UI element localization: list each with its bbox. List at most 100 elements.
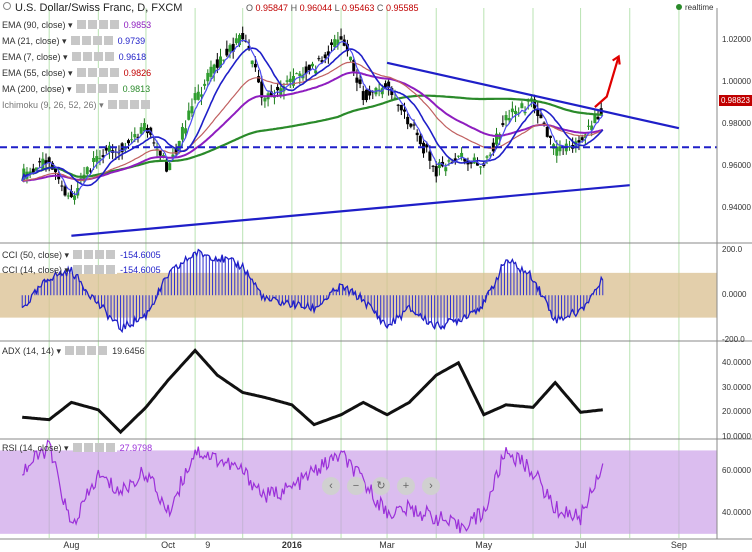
candle-body [548, 135, 552, 138]
ohlc-readout: O 0.95847 H 0.96044 L 0.95463 C 0.95585 [246, 3, 418, 13]
candle-body [399, 104, 403, 111]
cci-pane[interactable] [21, 248, 604, 334]
candle-body [38, 161, 42, 163]
legend-tools-icon[interactable] [76, 68, 121, 77]
candle-body [136, 136, 140, 138]
breakout-arrow [594, 56, 620, 108]
cci-axis-tick: 0.0000 [722, 290, 747, 300]
candle-body [282, 86, 286, 92]
legend-rsi[interactable]: RSI (14, close) ▾ 27.9798 [2, 443, 153, 453]
legend-ema90-value: 0.9853 [123, 20, 152, 30]
last-price-box: 0.98823 [719, 95, 752, 106]
candle-body [590, 125, 594, 131]
candle-body [368, 89, 372, 96]
legend-cci50[interactable]: CCI (50, close) ▾ -154.6005 [2, 250, 161, 260]
candle-body [383, 83, 387, 89]
price-axis-tick: 0.96000 [722, 161, 751, 171]
legend-tools-icon[interactable] [75, 84, 120, 93]
candle-body [409, 123, 413, 127]
candle-body [250, 60, 254, 65]
candle-body [285, 80, 289, 82]
candle-body [31, 168, 35, 174]
chevron-left-icon[interactable]: ‹ [322, 477, 340, 495]
candle-body [126, 140, 130, 144]
candle-body [393, 97, 397, 99]
candle-body [98, 157, 102, 159]
adx-axis-tick: 20.0000 [722, 407, 751, 417]
x-tick-label: Sep [670, 540, 687, 550]
candle-body [298, 73, 302, 77]
candle-body [107, 145, 111, 153]
price-axis-tick: 0.94000 [722, 203, 751, 213]
realtime-label: realtime [685, 3, 714, 12]
candle-body [314, 70, 318, 74]
legend-ma21[interactable]: MA (21, close) ▾ 0.9739 [2, 36, 146, 46]
adx-pane[interactable] [22, 348, 603, 435]
legend-ma21-value: 0.9739 [117, 36, 146, 46]
cci-axis-tick: 200.0 [722, 245, 743, 255]
candle-body [523, 111, 527, 114]
candle-body [206, 72, 210, 82]
ohlc-low-key: L [334, 3, 340, 13]
legend-adx[interactable]: ADX (14, 14) ▾ 19.6456 [2, 346, 145, 356]
legend-tools-icon[interactable] [65, 346, 110, 355]
refresh-icon[interactable]: ↻ [372, 477, 390, 495]
candle-body [418, 135, 422, 145]
minus-icon[interactable]: − [347, 477, 365, 495]
candle-body [317, 58, 321, 60]
legend-tools-icon[interactable] [107, 100, 152, 109]
legend-ma200[interactable]: MA (200, close) ▾ 0.9813 [2, 84, 151, 94]
legend-tools-icon[interactable] [76, 20, 121, 29]
legend-tools-icon[interactable] [73, 250, 118, 259]
candle-body [542, 122, 546, 125]
price-pane[interactable] [0, 26, 717, 237]
candle-body [501, 123, 505, 126]
rsi-pane[interactable] [22, 439, 604, 534]
price-axis-tick: 1.00000 [722, 76, 751, 86]
candle-body [168, 163, 172, 171]
candle-body [66, 195, 70, 197]
candle-body [133, 134, 137, 138]
candle-body [355, 77, 359, 83]
candle-body [238, 34, 242, 46]
legend-ichimoku[interactable]: Ichimoku (9, 26, 52, 26) ▾ [2, 99, 152, 111]
support-trendline [71, 184, 630, 237]
candle-body [345, 43, 349, 52]
ohlc-open: 0.95847 [255, 3, 289, 13]
candle-body [387, 81, 391, 88]
candle-body [177, 141, 181, 151]
ohlc-open-key: O [246, 3, 254, 13]
legend-tools-icon[interactable] [70, 36, 115, 45]
legend-rsi-label: RSI (14, close) [2, 443, 62, 453]
candle-body [330, 42, 334, 45]
candle-body [54, 166, 58, 173]
candle-body [485, 156, 489, 158]
legend-tools-icon[interactable] [73, 265, 118, 274]
legend-cci14[interactable]: CCI (14, close) ▾ -154.6005 [2, 265, 161, 275]
candle-body [434, 166, 438, 177]
legend-cci50-value: -154.6005 [120, 250, 161, 260]
legend-ema7[interactable]: EMA (7, close) ▾ 0.9618 [2, 52, 147, 62]
candle-body [447, 160, 451, 162]
legend-ma200-value: 0.9813 [122, 84, 151, 94]
candle-body [139, 127, 143, 134]
candle-body [371, 91, 375, 93]
legend-ichimoku-label: Ichimoku (9, 26, 52, 26) [2, 100, 97, 110]
candle-body [520, 103, 524, 109]
plus-icon[interactable]: + [397, 477, 415, 495]
legend-ema90[interactable]: EMA (90, close) ▾ 0.9853 [2, 20, 152, 30]
legend-tools-icon[interactable] [71, 52, 116, 61]
candle-body [276, 86, 280, 91]
legend-ema55[interactable]: EMA (55, close) ▾ 0.9826 [2, 68, 152, 78]
chevron-right-icon[interactable]: › [422, 477, 440, 495]
legend-tools-icon[interactable] [72, 443, 117, 452]
candle-body [403, 109, 407, 112]
legend-ema55-label: EMA (55, close) [2, 68, 66, 78]
candle-body [60, 185, 64, 187]
x-tick-label: Mar [379, 540, 395, 550]
candle-body [577, 140, 581, 143]
candle-body [196, 91, 200, 100]
legend-ma21-label: MA (21, close) [2, 36, 60, 46]
candle-body [333, 39, 337, 48]
ema55-line [22, 61, 604, 182]
